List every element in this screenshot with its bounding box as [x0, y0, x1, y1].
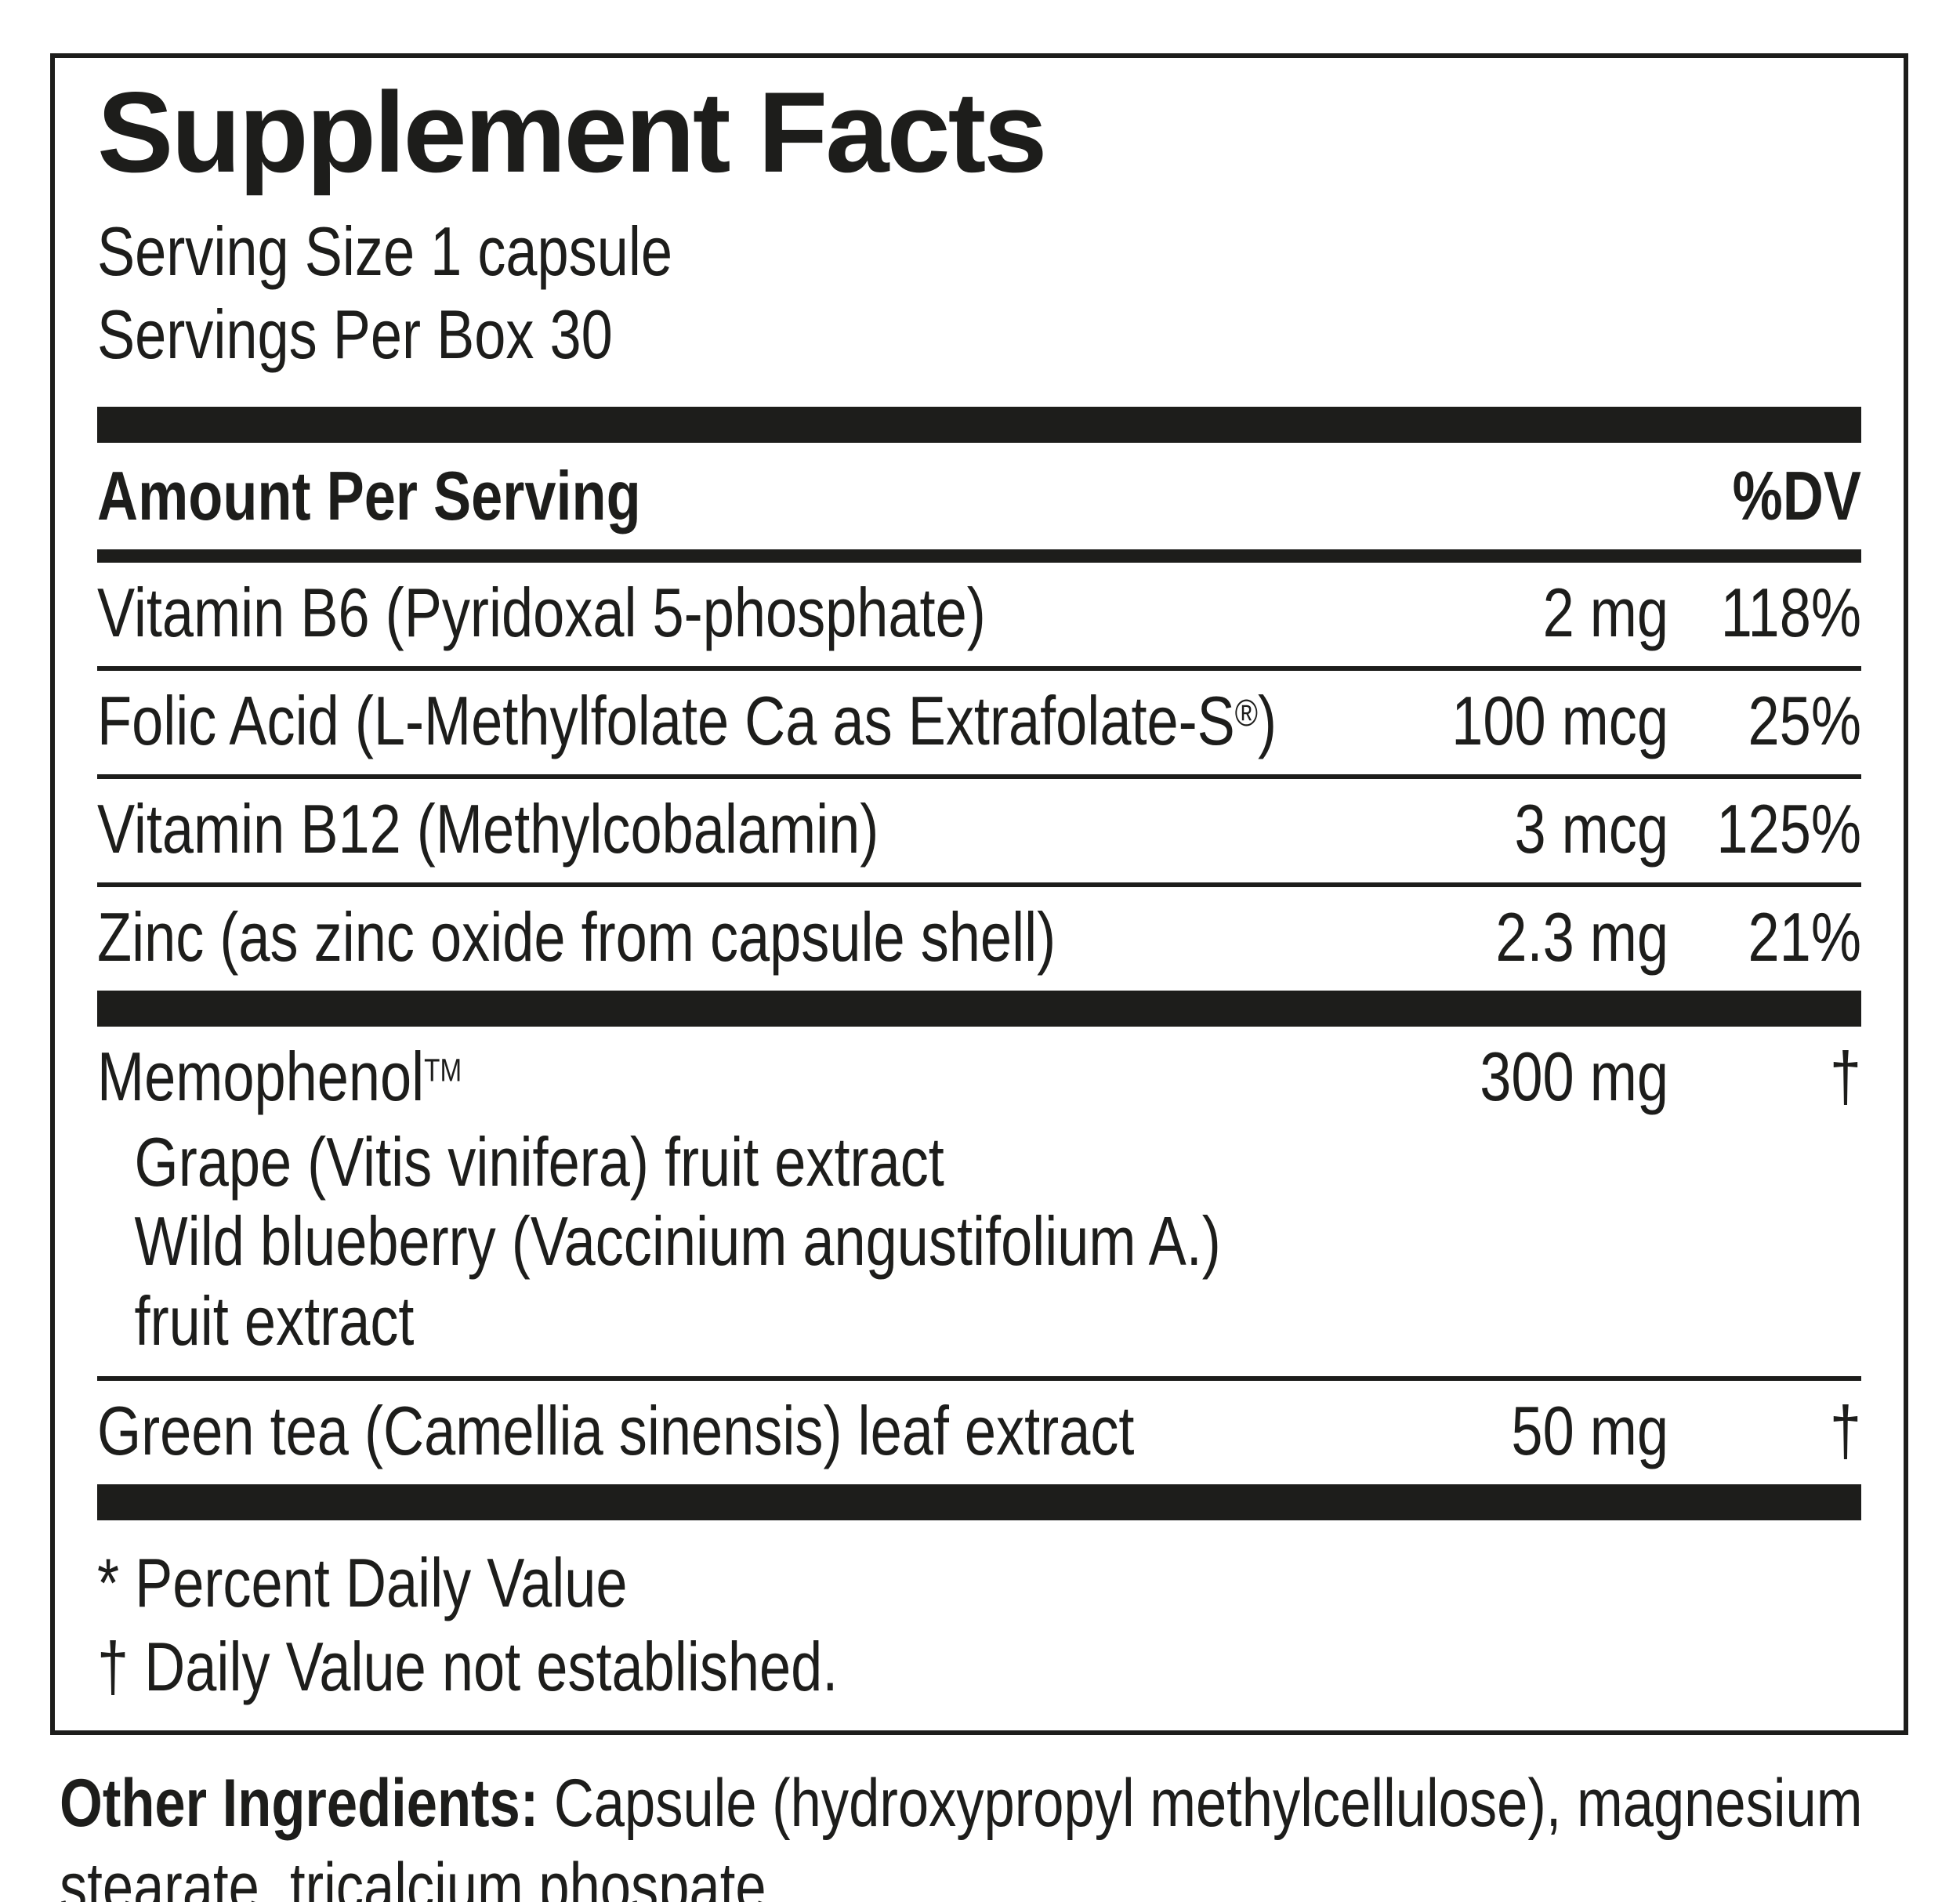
blend-component: Grape (Vitis vinifera) fruit extract	[134, 1123, 944, 1201]
ingredient-amount: 100 mcg	[1451, 682, 1668, 760]
page: { "panel": { "title": "Supplement Facts"…	[0, 53, 1960, 1902]
ingredient-amount: 3 mcg	[1514, 790, 1668, 868]
blend-component: Wild blueberry (Vaccinium angustifolium …	[134, 1202, 1221, 1281]
other-ingredients: Other Ingredients: Capsule (hydroxypropy…	[60, 1762, 1943, 1902]
ingredient-name: Vitamin B12 (Methylcobalamin)	[97, 790, 879, 868]
ingredient-dv: 125%	[1716, 790, 1861, 868]
registered-mark: ®	[1234, 691, 1259, 734]
ingredient-amount: 300 mg	[1480, 1038, 1668, 1116]
trademark-mark: TM	[424, 1052, 462, 1089]
table-row-green-tea: Green tea (Camellia sinensis) leaf extra…	[97, 1381, 1861, 1484]
table-header-row: Amount Per Serving %DV	[97, 443, 1861, 549]
blend-section: MemophenolTM 300 mg † Grape (Vitis vinif…	[97, 1027, 1861, 1376]
ingredient-name: Zinc (as zinc oxide from capsule shell)	[97, 898, 1056, 976]
footnotes: * Percent Daily Value † Daily Value not …	[97, 1520, 1861, 1720]
serving-info: Serving Size 1 capsule Servings Per Box …	[97, 210, 1861, 375]
ingredient-name: Green tea (Camellia sinensis) leaf extra…	[97, 1391, 1135, 1469]
ingredient-dv: 21%	[1748, 898, 1861, 976]
ingredient-name: MemophenolTM	[97, 1038, 462, 1116]
divider-thick-middle	[97, 991, 1861, 1027]
ingredient-amount: 2 mg	[1542, 574, 1668, 652]
table-row-zinc: Zinc (as zinc oxide from capsule shell) …	[97, 887, 1861, 991]
amount-per-serving-label: Amount Per Serving	[97, 457, 641, 535]
supplement-facts-box: Supplement Facts Serving Size 1 capsule …	[50, 53, 1908, 1736]
divider-hairline	[97, 882, 1861, 888]
percent-dv-label: %DV	[1732, 457, 1861, 535]
footnote-dv-not-established: † Daily Value not established.	[97, 1628, 839, 1706]
other-ingredients-label: Other Ingredients:	[60, 1766, 539, 1842]
divider-hairline	[97, 1375, 1861, 1381]
ingredient-dv: 25%	[1748, 682, 1861, 760]
divider-thick-top	[97, 407, 1861, 444]
blend-component: fruit extract	[134, 1281, 415, 1360]
divider-medium-header	[97, 549, 1861, 563]
divider-hairline	[97, 774, 1861, 780]
ingredient-amount: 50 mg	[1511, 1391, 1668, 1469]
ingredient-dv: †	[1829, 1038, 1861, 1116]
footnote-percent-dv: * Percent Daily Value	[97, 1543, 628, 1621]
other-ingredients-text: Capsule (hydroxypropyl methylcellulose),…	[60, 1766, 1863, 1902]
servings-per-box-line: Servings Per Box 30	[97, 295, 613, 373]
divider-hairline	[97, 666, 1861, 672]
ingredient-dv: †	[1829, 1391, 1861, 1469]
ingredient-dv: 118%	[1720, 574, 1861, 652]
serving-size-line: Serving Size 1 capsule	[97, 212, 673, 290]
panel-title: Supplement Facts	[97, 68, 1047, 196]
table-row-memophenol: MemophenolTM 300 mg †	[97, 1042, 1861, 1111]
ingredient-amount: 2.3 mg	[1495, 898, 1668, 976]
table-row-vitamin-b12: Vitamin B12 (Methylcobalamin) 3 mcg 125%	[97, 779, 1861, 882]
divider-thick-bottom	[97, 1484, 1861, 1520]
ingredient-name: Vitamin B6 (Pyridoxal 5-phosphate)	[97, 574, 986, 652]
table-row-vitamin-b6: Vitamin B6 (Pyridoxal 5-phosphate) 2 mg …	[97, 563, 1861, 666]
ingredient-name: Folic Acid (L-Methylfolate Ca as Extrafo…	[97, 682, 1277, 760]
table-row-folic-acid: Folic Acid (L-Methylfolate Ca as Extrafo…	[97, 671, 1861, 774]
